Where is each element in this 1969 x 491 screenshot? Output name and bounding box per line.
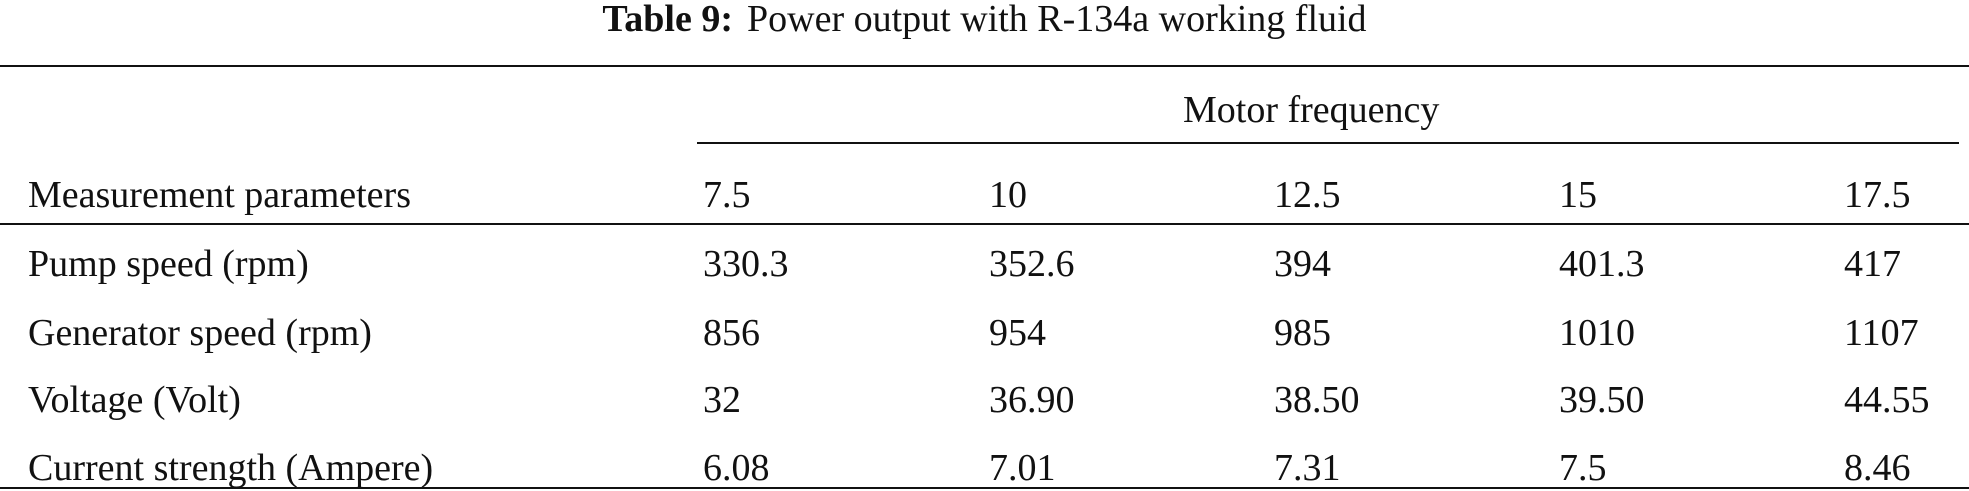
cell: 32 [703, 379, 741, 421]
top-rule [0, 65, 1969, 67]
column-header: 15 [1559, 174, 1597, 216]
cell: 417 [1844, 243, 1901, 285]
cell: 1107 [1844, 312, 1919, 354]
cell: 7.5 [1559, 447, 1607, 489]
group-rule [697, 142, 1959, 144]
column-header: 7.5 [703, 174, 751, 216]
cell: 1010 [1559, 312, 1635, 354]
caption-label: Table 9: [602, 0, 733, 40]
caption-text: Power output with R-134a working fluid [747, 0, 1367, 40]
cell: 394 [1274, 243, 1331, 285]
cell: 39.50 [1559, 379, 1645, 421]
cell: 44.55 [1844, 379, 1930, 421]
cell: 352.6 [989, 243, 1075, 285]
cell: 36.90 [989, 379, 1075, 421]
column-header: 10 [989, 174, 1027, 216]
column-header: 12.5 [1274, 174, 1341, 216]
cell: 38.50 [1274, 379, 1360, 421]
cell: 330.3 [703, 243, 789, 285]
header-rule [0, 223, 1969, 225]
table-caption: Table 9: Power output with R-134a working… [0, 0, 1969, 38]
row-label: Pump speed (rpm) [28, 243, 309, 285]
bottom-rule [0, 487, 1969, 489]
row-label: Generator speed (rpm) [28, 312, 372, 354]
cell: 7.31 [1274, 447, 1341, 489]
cell: 7.01 [989, 447, 1056, 489]
row-label: Current strength (Ampere) [28, 447, 434, 489]
cell: 954 [989, 312, 1046, 354]
cell: 8.46 [1844, 447, 1911, 489]
column-header: 17.5 [1844, 174, 1911, 216]
cell: 6.08 [703, 447, 770, 489]
cell: 985 [1274, 312, 1331, 354]
column-header: Measurement parameters [28, 174, 411, 216]
group-header: Motor frequency [1183, 89, 1440, 131]
cell: 401.3 [1559, 243, 1645, 285]
row-label: Voltage (Volt) [28, 379, 241, 421]
cell: 856 [703, 312, 760, 354]
